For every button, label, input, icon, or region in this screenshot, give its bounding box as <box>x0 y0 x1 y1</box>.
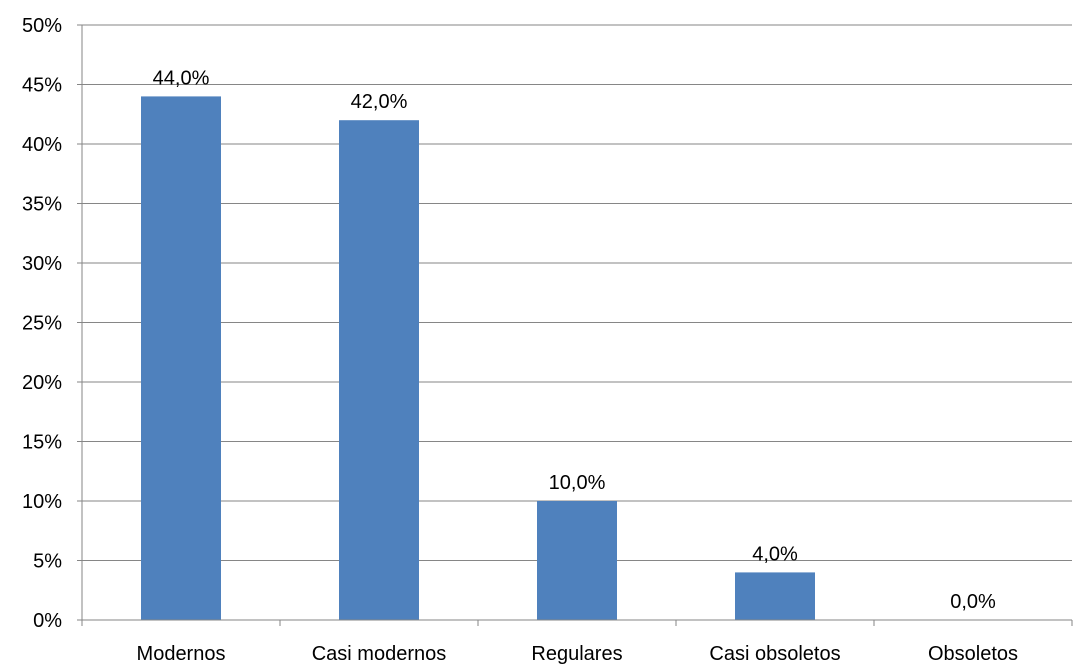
y-tick-label: 25% <box>22 313 62 335</box>
data-label: 42,0% <box>351 91 408 113</box>
y-tick-label: 45% <box>22 75 62 97</box>
x-category-label: Obsoletos <box>928 643 1018 665</box>
y-tick-label: 35% <box>22 194 62 216</box>
bar <box>141 96 221 620</box>
y-tick-label: 0% <box>33 610 62 632</box>
gridlines <box>82 24 1072 561</box>
x-category-label: Casi modernos <box>312 643 447 665</box>
y-tick-label: 5% <box>33 551 62 573</box>
x-category-label: Regulares <box>531 643 622 665</box>
y-tick-label: 10% <box>22 491 62 513</box>
bars <box>141 96 815 620</box>
bar <box>537 501 617 620</box>
y-tick-label: 50% <box>22 15 62 37</box>
data-label: 10,0% <box>549 472 606 494</box>
bar <box>735 572 815 620</box>
y-axis-tick-labels: 0% 5% 10% 15% 20% 25% 30% 35% 40% 45% 50% <box>22 15 62 632</box>
data-label: 4,0% <box>752 543 798 565</box>
axes <box>77 24 1073 626</box>
data-label: 0,0% <box>950 591 996 613</box>
data-label: 44,0% <box>153 67 210 89</box>
y-tick-label: 20% <box>22 372 62 394</box>
x-category-label: Modernos <box>137 643 226 665</box>
y-tick-label: 15% <box>22 432 62 454</box>
y-tick-label: 30% <box>22 253 62 275</box>
data-labels: 44,0% 42,0% 10,0% 4,0% 0,0% <box>153 67 996 613</box>
y-tick-label: 40% <box>22 134 62 156</box>
x-category-label: Casi obsoletos <box>709 643 840 665</box>
x-axis-category-labels: Modernos Casi modernos Regulares Casi obsol… <box>137 643 1019 665</box>
bar <box>339 120 419 620</box>
